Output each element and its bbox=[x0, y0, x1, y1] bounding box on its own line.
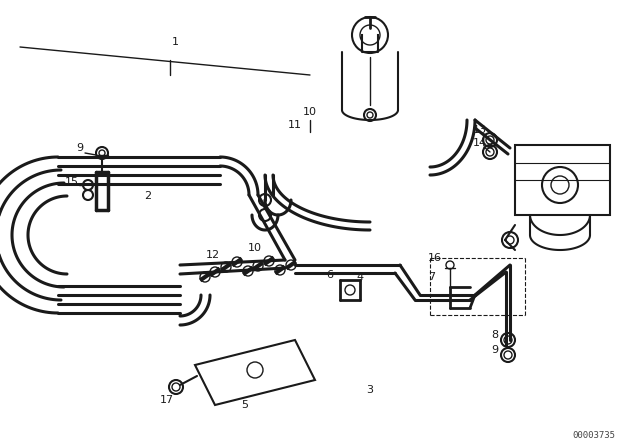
Text: 00003735: 00003735 bbox=[572, 431, 615, 440]
Text: 1: 1 bbox=[172, 37, 179, 47]
Text: 10: 10 bbox=[303, 107, 317, 117]
Text: 11: 11 bbox=[288, 120, 302, 130]
Text: 5: 5 bbox=[241, 400, 248, 410]
Text: 3: 3 bbox=[367, 385, 374, 395]
Text: 17: 17 bbox=[160, 395, 174, 405]
Text: 10: 10 bbox=[248, 243, 262, 253]
Text: 6: 6 bbox=[326, 270, 333, 280]
Text: 13: 13 bbox=[473, 125, 487, 135]
Text: 2: 2 bbox=[145, 191, 152, 201]
Text: 12: 12 bbox=[206, 250, 220, 260]
Text: 15: 15 bbox=[65, 177, 79, 187]
Text: 7: 7 bbox=[428, 272, 436, 282]
Text: 14: 14 bbox=[473, 138, 487, 148]
Text: 4: 4 bbox=[356, 272, 364, 282]
Text: 16: 16 bbox=[428, 253, 442, 263]
Text: 9: 9 bbox=[492, 345, 499, 355]
Text: 9: 9 bbox=[76, 143, 84, 153]
Text: 8: 8 bbox=[492, 330, 499, 340]
